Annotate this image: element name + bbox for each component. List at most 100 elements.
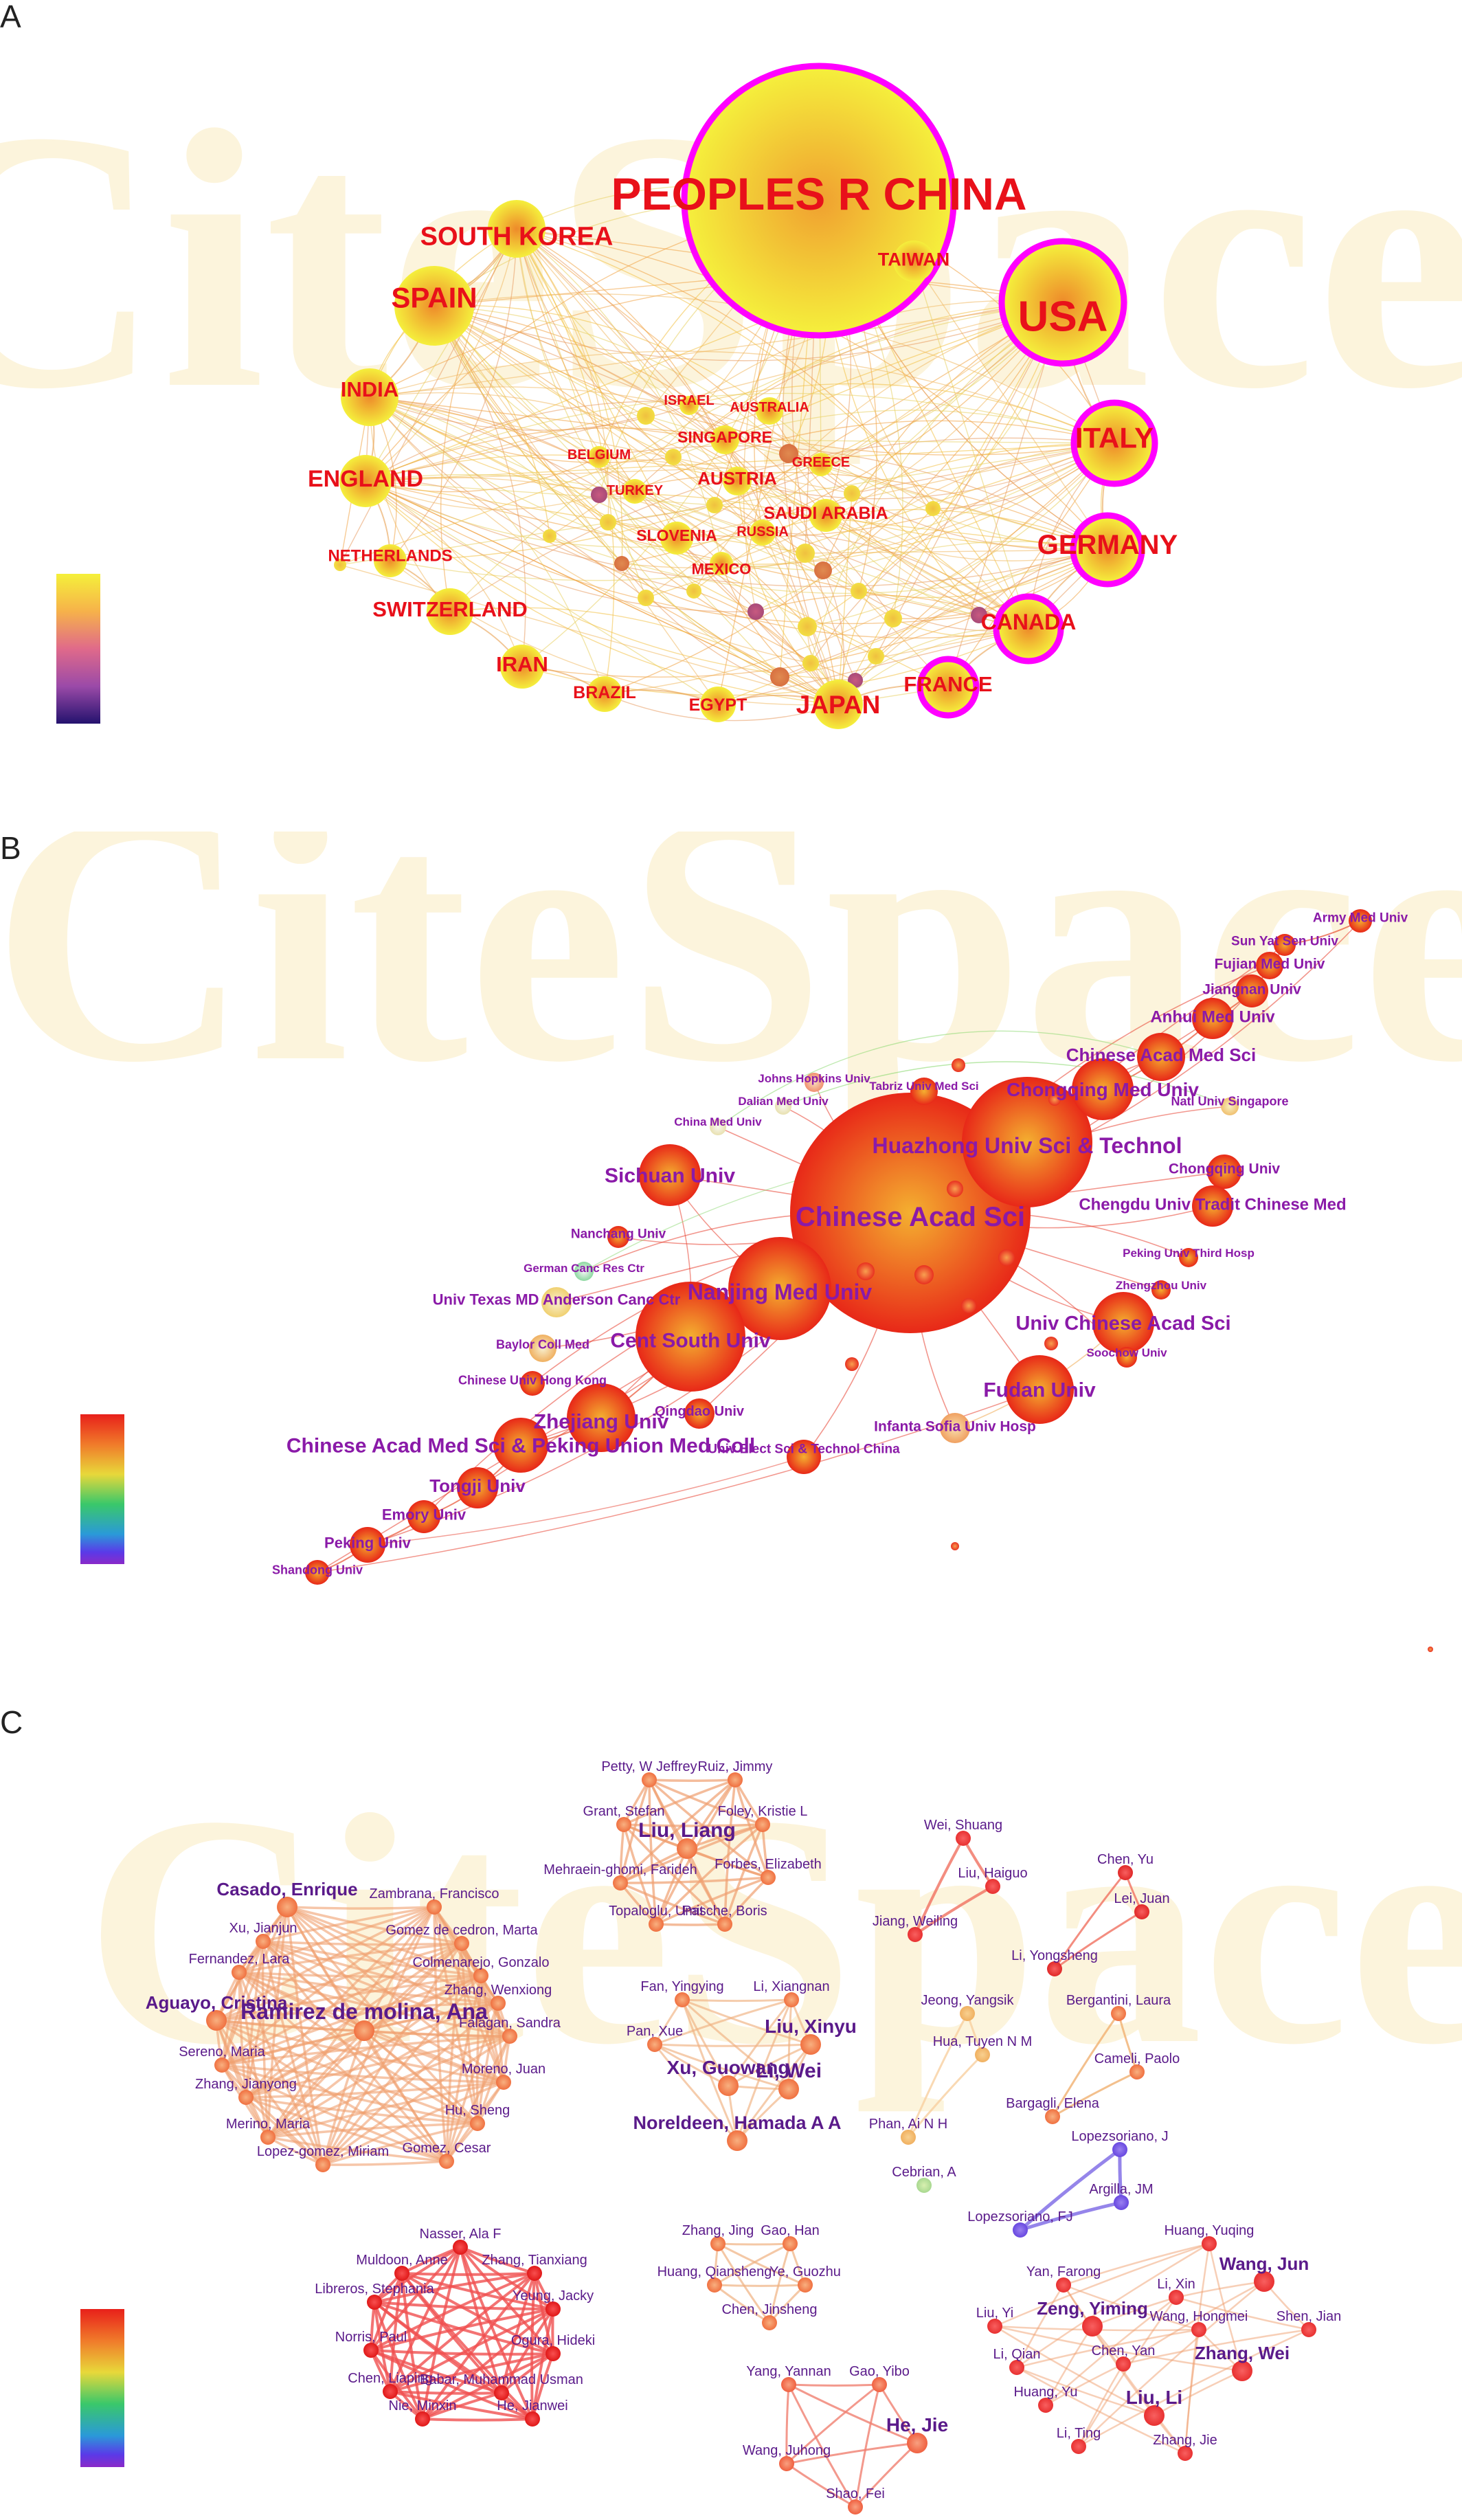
- edge: [994, 2325, 1155, 2417]
- edge: [262, 1940, 482, 1977]
- node: [779, 444, 798, 463]
- node-saudi-arabia: [809, 499, 842, 532]
- node-zhang-jianyong: [238, 2090, 254, 2105]
- node-label-univ-elect-sci-technol-china: Univ Elect Sci & Technol China: [708, 1442, 900, 1457]
- edge: [621, 302, 1064, 564]
- edge: [682, 1998, 792, 2003]
- edge: [500, 2273, 536, 2394]
- node-china-med-univ: [710, 1119, 726, 1135]
- edge: [440, 228, 517, 612]
- node: [952, 1058, 965, 1072]
- node-label-anhui-med-univ: Anhui Med Univ: [1150, 1007, 1275, 1026]
- node-chinese-acad-med-sci: [1137, 1033, 1185, 1081]
- node: [1044, 1337, 1058, 1350]
- node-label-muldoon-anne: Muldoon, Anne: [356, 2253, 447, 2268]
- edge: [645, 597, 839, 705]
- node-ruiz-jimmy: [728, 1772, 743, 1787]
- node-mexico: [710, 552, 733, 575]
- node-label-germany: GERMANY: [1037, 530, 1178, 560]
- node-label-chinese-acad-med-sci: Chinese Acad Med Sci: [1066, 1045, 1256, 1065]
- node-chongqing-univ: [1207, 1155, 1241, 1189]
- node-label-nanchang-univ: Nanchang Univ: [571, 1227, 666, 1242]
- node-cameli-paolo: [1129, 2064, 1145, 2079]
- node-babar-muhammad-usman: [494, 2385, 509, 2400]
- node-jiang-weiling: [908, 1927, 923, 1942]
- node-label-libreros-stephania: Libreros, Stephania: [315, 2282, 434, 2297]
- edge: [1053, 1872, 1127, 1970]
- edge: [365, 392, 1115, 482]
- node-israel: [679, 396, 699, 415]
- node-chongqing-med-univ: [1072, 1058, 1134, 1120]
- edge: [714, 2242, 791, 2286]
- node: [334, 559, 346, 571]
- edge: [286, 1906, 479, 2125]
- node-label-zhang-jie: Zhang, Jie: [1153, 2433, 1217, 2448]
- edge: [459, 2246, 534, 2420]
- edge: [390, 2352, 554, 2393]
- node-label-sereno-maria: Sereno, Maria: [179, 2044, 265, 2060]
- node-label-li-xiangnan: Li, Xiangnan: [753, 1979, 829, 1994]
- node-label-li-yongsheng: Li, Yongsheng: [1011, 1948, 1098, 1963]
- node-label-zhang-tianxiang: Zhang, Tianxiang: [482, 2253, 587, 2268]
- node-colmenarejo-gonzalo: [473, 1968, 488, 1983]
- node-italy: [1076, 405, 1153, 482]
- edge: [216, 1974, 482, 2022]
- node-label-fujian-med-univ: Fujian Med Univ: [1214, 956, 1325, 972]
- edge: [516, 228, 674, 458]
- node-lei-juan: [1134, 1904, 1149, 1919]
- node-label-he-jie: He, Jie: [886, 2414, 948, 2435]
- node-label-hu-sheng: Hu, Sheng: [445, 2103, 510, 2118]
- edge: [369, 397, 605, 695]
- edge: [267, 2136, 447, 2163]
- node-grant-stefan: [616, 1817, 631, 1832]
- legend-color-bar: [56, 574, 100, 724]
- edge: [262, 1906, 435, 1943]
- node: [770, 667, 789, 687]
- edge: [736, 480, 839, 705]
- edge: [619, 1779, 651, 1884]
- edge: [216, 2002, 499, 2022]
- edge: [476, 2003, 499, 2124]
- node-label-brazil: BRAZIL: [573, 683, 636, 702]
- node: [747, 603, 764, 620]
- node-turkey: [622, 479, 647, 504]
- node-canada: [998, 599, 1059, 659]
- node-label-chongqing-univ: Chongqing Univ: [1169, 1161, 1280, 1177]
- node: [884, 610, 902, 627]
- edge: [369, 397, 824, 571]
- node: [914, 1265, 934, 1284]
- node-label-lopez-gomez-miriam: Lopez-gomez, Miriam: [257, 2144, 389, 2159]
- panel-label-b: B: [0, 832, 21, 866]
- edge: [736, 2044, 812, 2141]
- edge: [445, 1943, 463, 2162]
- node-label-israel: ISRAEL: [664, 393, 714, 408]
- node-label-nasser-ala-f: Nasser, Ala F: [420, 2227, 502, 2242]
- node-label-moreno-juan: Moreno, Juan: [462, 2062, 546, 2077]
- edge: [786, 2462, 856, 2508]
- edge: [267, 2081, 504, 2139]
- edge: [837, 493, 853, 705]
- node-label-wang-jun: Wang, Jun: [1219, 2253, 1309, 2274]
- node-label-jiang-weiling: Jiang, Weiling: [873, 1914, 958, 1929]
- edge: [365, 480, 763, 548]
- node-phan-ai-n-h: [901, 2130, 916, 2145]
- edge: [369, 397, 451, 612]
- edge: [727, 1999, 793, 2086]
- node-label-england: ENGLAND: [308, 466, 423, 492]
- node-soochow-univ: [1116, 1347, 1137, 1368]
- labels: Petty, W Jeffrey Ruiz, Jimmy Grant, Stefan…: [146, 1759, 1342, 2501]
- edge: [267, 2122, 478, 2139]
- node-li-yongsheng: [1047, 1961, 1062, 1976]
- node-label-fan-yingying: Fan, Yingying: [640, 1979, 723, 1994]
- node-label-chen-liaping: Chen, Liaping: [348, 2371, 432, 2386]
- edge: [516, 228, 677, 539]
- node-yeung-jacky: [546, 2301, 561, 2317]
- edge: [365, 480, 806, 554]
- node-label-li-ting: Li, Ting: [1057, 2426, 1101, 2441]
- node-natl-univ-singapore: [1221, 1097, 1239, 1115]
- node-dalian-med-univ: [775, 1098, 791, 1115]
- edge: [322, 2160, 447, 2166]
- edge: [365, 228, 517, 482]
- node-li-xin: [1169, 2290, 1184, 2305]
- edge: [369, 392, 738, 482]
